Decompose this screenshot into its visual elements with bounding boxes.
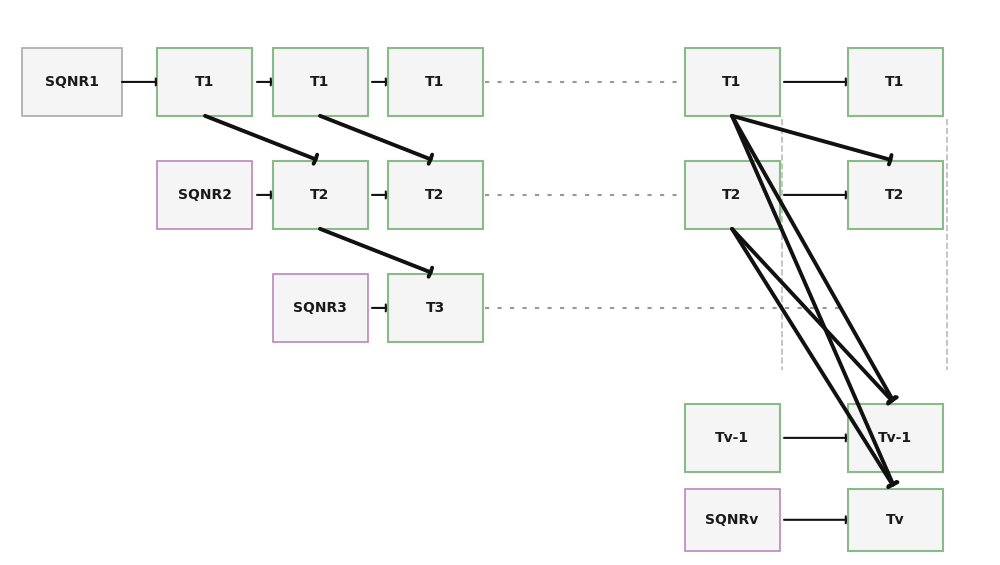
Text: T2: T2 — [885, 188, 905, 202]
FancyBboxPatch shape — [684, 48, 780, 116]
FancyBboxPatch shape — [684, 489, 780, 551]
FancyBboxPatch shape — [848, 161, 942, 229]
Text: T2: T2 — [722, 188, 742, 202]
Text: Tv-1: Tv-1 — [715, 431, 749, 445]
Text: Tv: Tv — [886, 513, 904, 527]
FancyBboxPatch shape — [848, 489, 942, 551]
FancyBboxPatch shape — [848, 404, 942, 472]
FancyBboxPatch shape — [272, 274, 368, 342]
Text: Tv-1: Tv-1 — [878, 431, 912, 445]
Text: T1: T1 — [425, 75, 445, 89]
Text: T1: T1 — [885, 75, 905, 89]
FancyBboxPatch shape — [388, 48, 483, 116]
FancyBboxPatch shape — [157, 48, 252, 116]
FancyBboxPatch shape — [22, 48, 122, 116]
Text: T1: T1 — [310, 75, 330, 89]
Text: SQNR2: SQNR2 — [178, 188, 232, 202]
FancyBboxPatch shape — [388, 161, 483, 229]
Text: T1: T1 — [722, 75, 742, 89]
Text: T2: T2 — [425, 188, 445, 202]
FancyBboxPatch shape — [272, 48, 368, 116]
Text: SQNR3: SQNR3 — [293, 301, 347, 315]
FancyBboxPatch shape — [157, 161, 252, 229]
FancyBboxPatch shape — [684, 161, 780, 229]
FancyBboxPatch shape — [388, 274, 483, 342]
Text: SQNRv: SQNRv — [705, 513, 759, 527]
FancyBboxPatch shape — [272, 161, 368, 229]
Text: T2: T2 — [310, 188, 330, 202]
FancyBboxPatch shape — [848, 48, 942, 116]
Text: T1: T1 — [195, 75, 215, 89]
Text: SQNR1: SQNR1 — [45, 75, 99, 89]
Text: T3: T3 — [425, 301, 445, 315]
FancyBboxPatch shape — [684, 404, 780, 472]
